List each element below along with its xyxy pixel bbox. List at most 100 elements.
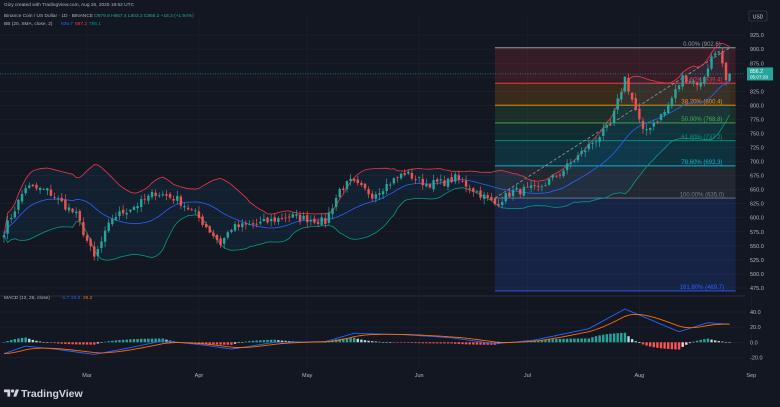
macd-histogram-bar	[49, 342, 53, 343]
macd-histogram-bar	[641, 342, 645, 345]
macd-histogram-bar	[670, 342, 674, 350]
candle-body	[385, 184, 388, 192]
macd-histogram-bar	[677, 342, 681, 350]
candle-body	[363, 183, 367, 189]
fib-zone-band	[494, 140, 736, 166]
macd-histogram-bar	[594, 336, 598, 343]
macd-histogram-bar	[648, 342, 652, 347]
macd-histogram-bar	[385, 342, 388, 343]
candle-body	[468, 188, 471, 190]
candle-body	[215, 234, 219, 240]
candle-body	[446, 178, 450, 187]
symbol-title[interactable]: Binance Coin / US Dollar · 1D · BINANCE	[4, 13, 93, 19]
macd-histogram-bar	[35, 340, 38, 343]
macd-histogram-bar	[609, 333, 612, 343]
candle-body	[508, 192, 511, 197]
macd-histogram-bar	[630, 339, 634, 343]
macd-histogram-bar	[85, 342, 89, 345]
candle-body	[482, 194, 486, 199]
macd-histogram-bar	[464, 342, 468, 345]
candle-body	[490, 196, 493, 201]
macd-histogram-bar	[111, 340, 114, 343]
macd-histogram-bar	[237, 342, 240, 343]
macd-histogram-bar	[428, 342, 432, 344]
macd-histogram-bar	[659, 342, 663, 349]
macd-histogram-bar	[454, 342, 457, 344]
candle-body	[428, 184, 432, 188]
candle-body	[432, 180, 435, 190]
macd-histogram-bar	[100, 342, 103, 343]
candle-body	[255, 223, 258, 225]
candle-body	[587, 144, 591, 150]
candle-body	[371, 193, 374, 199]
candle-body	[60, 197, 63, 202]
candle-body	[248, 223, 251, 225]
candle-body	[367, 189, 370, 195]
macd-histogram-bar	[389, 342, 392, 343]
candle-body	[352, 178, 356, 181]
candle-body	[360, 182, 363, 186]
price-candles[interactable]	[0, 47, 745, 262]
macd-histogram-bar	[38, 341, 42, 343]
candle-body	[486, 195, 489, 198]
candle-body	[573, 160, 576, 162]
macd-histogram-bar	[6, 340, 9, 343]
last-price-badge	[747, 67, 773, 81]
candle-body	[13, 211, 17, 218]
macd-histogram-bar	[457, 342, 461, 344]
macd-histogram-bar	[374, 341, 378, 343]
fib-level-label: 23.60% (839.4)	[681, 77, 722, 83]
candle-body	[569, 162, 572, 164]
macd-histogram-bar	[667, 342, 670, 349]
macd-histogram-bar	[446, 342, 450, 344]
currency-box[interactable]	[748, 10, 768, 22]
macd-histogram-bar	[107, 341, 110, 343]
macd-histogram-bar	[605, 334, 609, 343]
macd-histogram-bar	[204, 342, 208, 344]
candle-body	[201, 216, 204, 225]
candle-body	[638, 108, 641, 120]
candle-body	[695, 82, 699, 86]
bb-indicator-label[interactable]: BB (20, SMA, close, 2)	[4, 21, 53, 27]
fib-level-label: 100.00% (635.0)	[680, 192, 724, 198]
macd-histogram-bar	[363, 340, 367, 343]
candle-body	[251, 223, 255, 225]
macd-histogram-bar	[121, 339, 125, 343]
candle-body	[266, 217, 269, 223]
macd-histogram-bar	[129, 339, 132, 343]
macd-histogram-bar	[349, 337, 352, 343]
macd-histogram-bar	[555, 339, 558, 343]
candle-body	[49, 189, 53, 196]
grid-lines	[0, 14, 752, 368]
candle-body	[295, 214, 298, 216]
candle-body	[269, 218, 273, 222]
macd-histogram-bar	[533, 340, 536, 343]
candle-body	[241, 223, 244, 228]
candle-body	[652, 122, 655, 127]
candle-body	[313, 218, 316, 223]
macd-panel[interactable]	[2, 308, 731, 355]
candle-body	[280, 218, 284, 220]
macd-histogram-bar	[60, 342, 63, 344]
macd-histogram-bar	[482, 342, 486, 345]
signal-line-value: 26.2	[83, 295, 93, 301]
candle-body	[475, 191, 479, 193]
price-tick-label: 775.0	[750, 117, 764, 123]
candle-body	[706, 68, 710, 77]
macd-histogram-bar	[724, 341, 728, 343]
candle-body	[67, 207, 71, 211]
macd-histogram-bar	[118, 340, 121, 343]
candle-body	[82, 222, 85, 236]
candle-body	[591, 143, 594, 145]
macd-histogram-bar	[158, 338, 161, 343]
macd-histogram-bar	[208, 342, 211, 345]
macd-indicator-label[interactable]: MACD (12, 26, close)	[4, 295, 50, 301]
macd-histogram-bar	[551, 339, 554, 343]
macd-histogram-bar	[620, 332, 623, 343]
candle-body	[410, 172, 414, 179]
candle-body	[667, 104, 670, 113]
macd-histogram-bar	[663, 342, 666, 349]
macd-histogram-bar	[645, 342, 648, 346]
